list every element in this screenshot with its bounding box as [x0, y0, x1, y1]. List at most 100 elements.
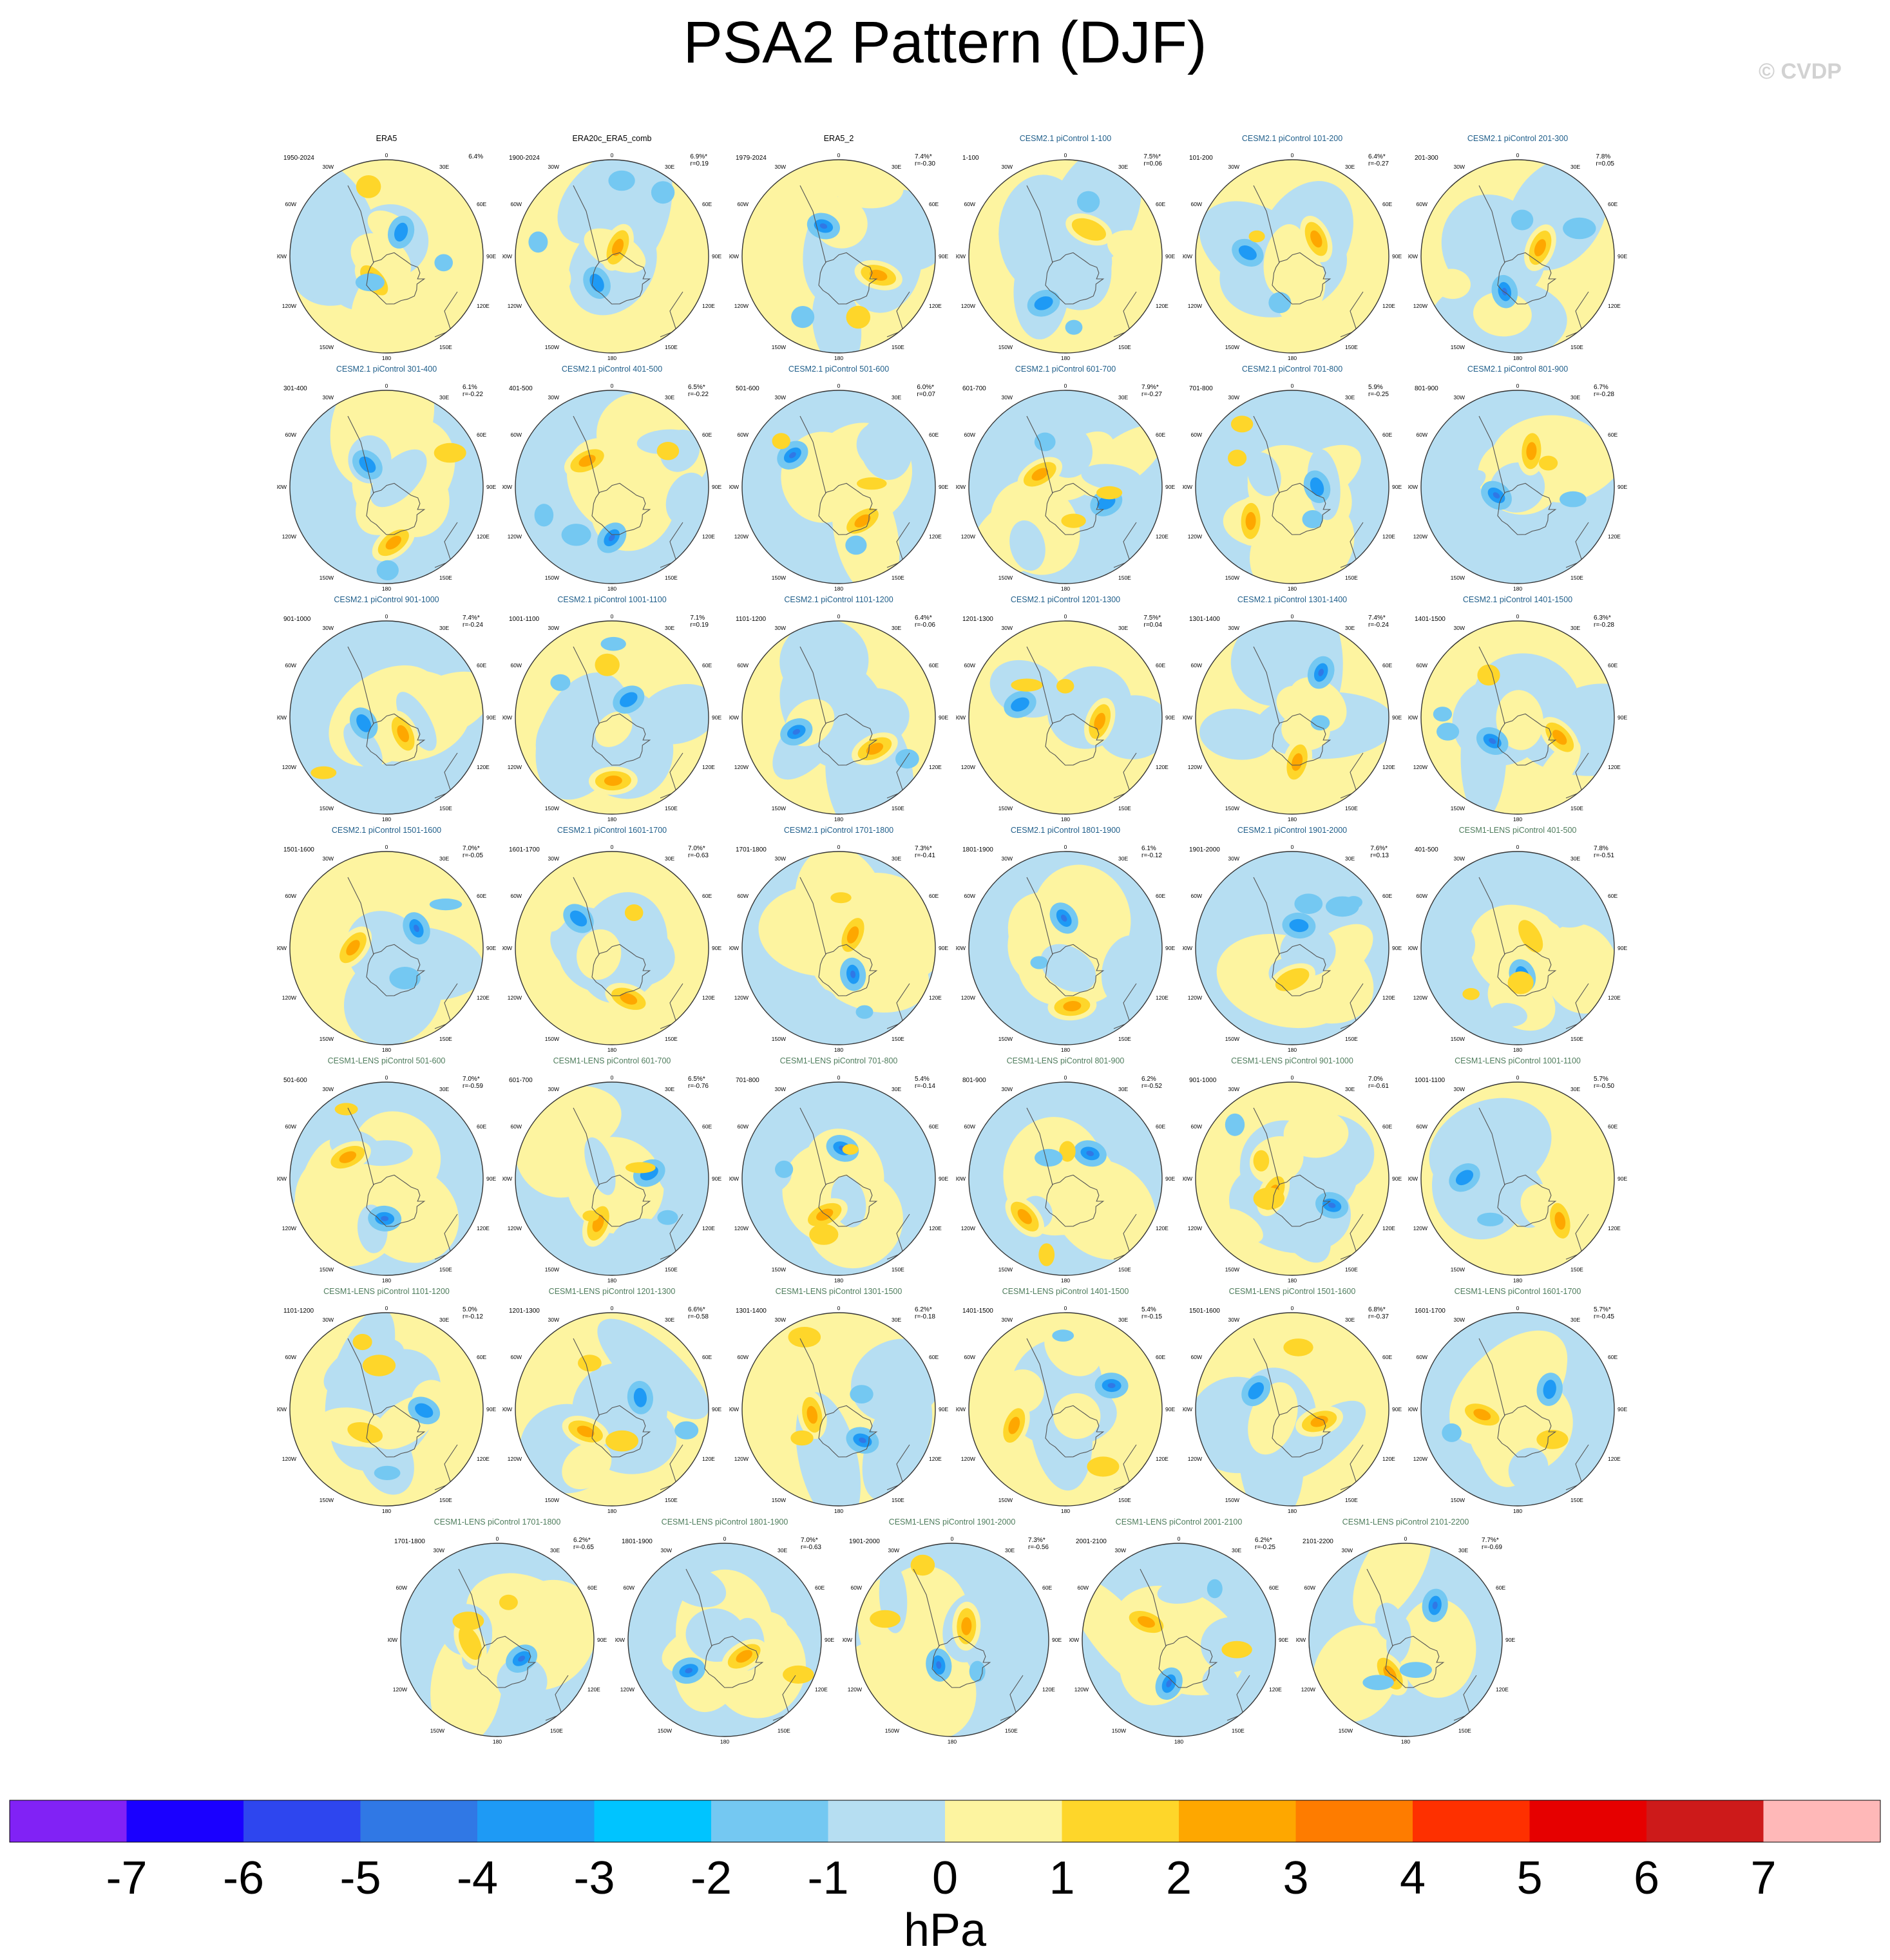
polar-map: 0 180 90W 90E 30W 30E 60W 60E 120W 120E 150W 150E [502, 1074, 721, 1284]
panel-title: CESM2.1 piControl 1-100 [1019, 134, 1112, 143]
longitude-label-lower-right: 120E [477, 764, 490, 770]
longitude-label-right: 90E [939, 945, 948, 951]
map-border [289, 1081, 484, 1276]
panel-correlation: r=-0.41 [915, 852, 935, 859]
colorbar-tick-label: 4 [1400, 1852, 1426, 1904]
longitude-label-right: 90E [1279, 1637, 1288, 1643]
longitude-label-left: 90W [1183, 253, 1192, 260]
panel-stats: 6.1% r=-0.12 [1141, 845, 1162, 859]
longitude-label-mid-left: 60W [851, 1584, 862, 1591]
longitude-label-lower-left: 120W [1413, 994, 1427, 1001]
longitude-label-lower-left: 120W [1413, 1225, 1427, 1232]
colorbar-tick-label: 6 [1634, 1852, 1659, 1904]
longitude-label-upper-left: 30W [1454, 394, 1465, 401]
map-border [968, 620, 1163, 815]
anomaly-patch [562, 1442, 612, 1490]
panel-stats: 7.0%* r=-0.63 [688, 845, 709, 859]
australia-coast [660, 983, 683, 1029]
longitude-label-left: 90W [1408, 945, 1418, 951]
panel-stats: 7.7%* r=-0.69 [1482, 1537, 1502, 1551]
longitude-label-bottom-right: 150E [665, 575, 678, 581]
longitude-label-bottom-left: 150W [1225, 344, 1239, 350]
south-america-coast [1253, 646, 1280, 725]
longitude-label-mid-left: 60W [964, 1123, 975, 1130]
positive-core [1536, 1429, 1569, 1449]
contour-field [969, 1082, 1162, 1275]
longitude-label-bottom-right: 150E [1118, 1036, 1131, 1042]
longitude-label-bottom: 180 [1061, 816, 1070, 823]
longitude-label-mid-left: 60W [738, 662, 749, 669]
longitude-label-upper-right: 30E [1570, 164, 1580, 170]
longitude-label-bottom-right: 150E [1345, 805, 1358, 812]
longitude-label-lower-right: 120E [477, 1225, 490, 1232]
longitude-label-bottom: 180 [1513, 355, 1522, 361]
panel-variance-pct: 6.0%* [917, 384, 935, 391]
panel-variance-pct: 7.3%* [1028, 1537, 1045, 1544]
longitude-label-bottom-left: 150W [1451, 1036, 1465, 1042]
longitude-label-mid-left: 60W [1078, 1584, 1089, 1591]
longitude-label-lower-right: 120E [1608, 764, 1621, 770]
panel-years: 1900-2024 [509, 155, 540, 162]
south-america-coast [799, 646, 826, 725]
longitude-label-mid-left: 60W [511, 201, 522, 207]
longitude-label-upper-right: 30E [892, 164, 901, 170]
longitude-label-bottom-right: 150E [1570, 575, 1583, 581]
antarctica-coast [1497, 482, 1557, 535]
anomaly-patch [1424, 470, 1486, 510]
colorbar-swatch [10, 1800, 127, 1842]
map-panel: CESM2.1 piControl 1101-1200 1101-1200 6.4%… [729, 595, 948, 827]
longitude-label-mid-left: 60W [1417, 201, 1427, 207]
negative-core [1493, 492, 1500, 499]
longitude-label-bottom-left: 150W [772, 1036, 786, 1042]
longitude-label-mid-left: 60W [511, 893, 522, 899]
antarctica-coast [591, 482, 651, 535]
longitude-label-left: 90W [277, 714, 287, 721]
panel-correlation: r=-0.76 [688, 1083, 709, 1090]
panel-stats: 7.0%* r=-0.05 [463, 845, 483, 859]
panel-title: CESM2.1 piControl 601-700 [1015, 365, 1116, 374]
positive-core [362, 1355, 396, 1376]
antarctica-coast [591, 1405, 651, 1458]
longitude-label-right: 90E [1052, 1637, 1062, 1643]
antarctica-coast [704, 1635, 764, 1688]
longitude-label-bottom: 180 [834, 1047, 843, 1053]
longitude-label-lower-left: 120W [508, 303, 522, 309]
longitude-label-left: 90W [277, 945, 287, 951]
positive-core [788, 1327, 821, 1347]
longitude-label-right: 90E [1392, 714, 1402, 721]
negative-core [1310, 477, 1324, 497]
longitude-label-upper-right: 30E [1458, 1547, 1468, 1554]
antarctica-coast [1045, 482, 1105, 535]
south-america-coast [1478, 1338, 1505, 1416]
anomaly-patch [654, 1128, 694, 1197]
negative-core [1086, 1150, 1094, 1156]
panel-variance-pct: 7.1% [690, 614, 705, 622]
contour-field [1421, 1313, 1614, 1506]
longitude-label-lower-right: 120E [1382, 303, 1395, 309]
anomaly-patch [1496, 690, 1543, 750]
panel-title: CESM1-LENS piControl 1601-1700 [1454, 1287, 1581, 1296]
panel-stats: 6.0%* r=0.07 [917, 384, 935, 398]
panel-correlation: r=-0.05 [463, 852, 483, 859]
panel-variance-pct: 7.4%* [915, 153, 932, 160]
longitude-label-bottom-right: 150E [1345, 344, 1358, 350]
panel-variance-pct: 6.3%* [1594, 614, 1611, 622]
contour-field [290, 621, 483, 814]
longitude-label-left: 90W [729, 1406, 739, 1413]
antarctica-coast [1385, 1635, 1445, 1688]
positive-core [346, 940, 360, 956]
anomaly-patch [1274, 1400, 1366, 1481]
negative-core [1268, 292, 1292, 314]
longitude-label-mid-right: 60E [1608, 1123, 1618, 1130]
longitude-label-top: 0 [1291, 1305, 1294, 1311]
positive-core [578, 1355, 602, 1372]
longitude-label-right: 90E [1618, 714, 1627, 721]
longitude-label-upper-right: 30E [439, 625, 449, 631]
longitude-label-upper-left: 30W [1228, 855, 1239, 862]
longitude-label-upper-right: 30E [1118, 1086, 1128, 1092]
longitude-label-lower-left: 120W [961, 994, 975, 1001]
longitude-label-top: 0 [1516, 613, 1520, 620]
longitude-label-bottom: 180 [382, 816, 391, 823]
polar-map: 0 180 90W 90E 30W 30E 60W 60E 120W 120E 150W 150E [1183, 1074, 1402, 1284]
longitude-label-lower-left: 120W [734, 1456, 749, 1462]
